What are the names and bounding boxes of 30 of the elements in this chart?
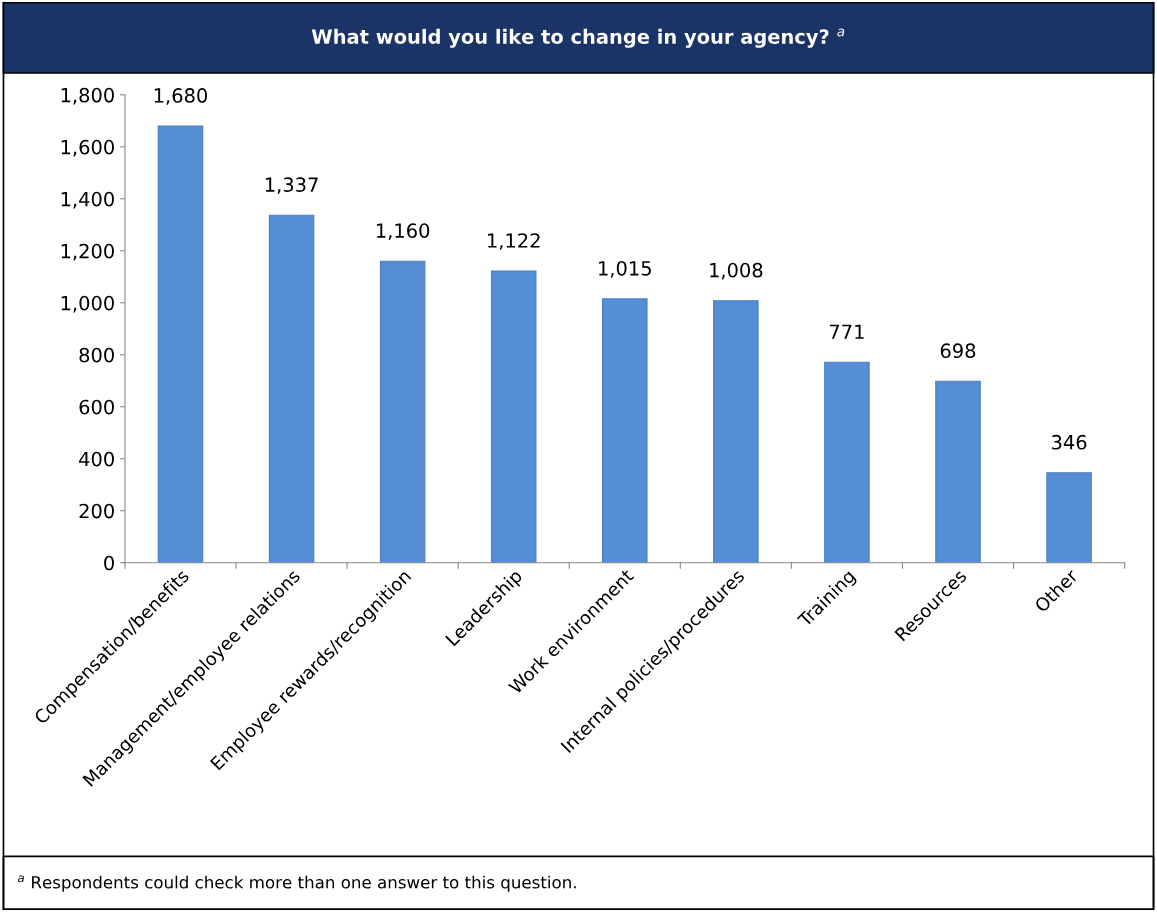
chart-title: What would you like to change in your agency? $^{a}$ — [311, 28, 845, 48]
y-tick-label: 800 — [79, 347, 114, 363]
data-label: 1,015 — [599, 260, 651, 278]
data-label: 1,680 — [154, 88, 208, 105]
y-tick-label: 0 — [104, 555, 114, 571]
bar — [935, 380, 981, 563]
y-tick-label: 1,200 — [61, 243, 114, 261]
y-tick-label: 1,800 — [61, 87, 114, 105]
data-label: 698 — [940, 343, 976, 359]
y-tick-label: 1,600 — [61, 139, 114, 157]
text: $^{a}$ Respondents could check more than one answer to this question. — [17, 875, 576, 892]
y-tick-label: 400 — [79, 451, 114, 467]
bar — [490, 270, 537, 563]
bar — [713, 300, 759, 563]
data-label: 1,008 — [710, 262, 763, 280]
y-tick-label: 600 — [79, 399, 114, 415]
y-tick-label: 200 — [79, 503, 114, 519]
data-label: 1,122 — [488, 233, 540, 250]
data-label: 1,337 — [265, 177, 318, 194]
bar — [824, 361, 870, 563]
bar — [1046, 472, 1092, 563]
bar — [157, 125, 204, 563]
data-label: 1,160 — [376, 223, 430, 240]
bar — [602, 298, 648, 563]
y-tick-label: 1,400 — [61, 191, 114, 209]
y-tick-label: 1,000 — [61, 295, 114, 313]
data-label: 346 — [1051, 434, 1087, 450]
bar — [268, 214, 315, 563]
data-label: 771 — [829, 324, 864, 339]
bar — [379, 260, 426, 563]
